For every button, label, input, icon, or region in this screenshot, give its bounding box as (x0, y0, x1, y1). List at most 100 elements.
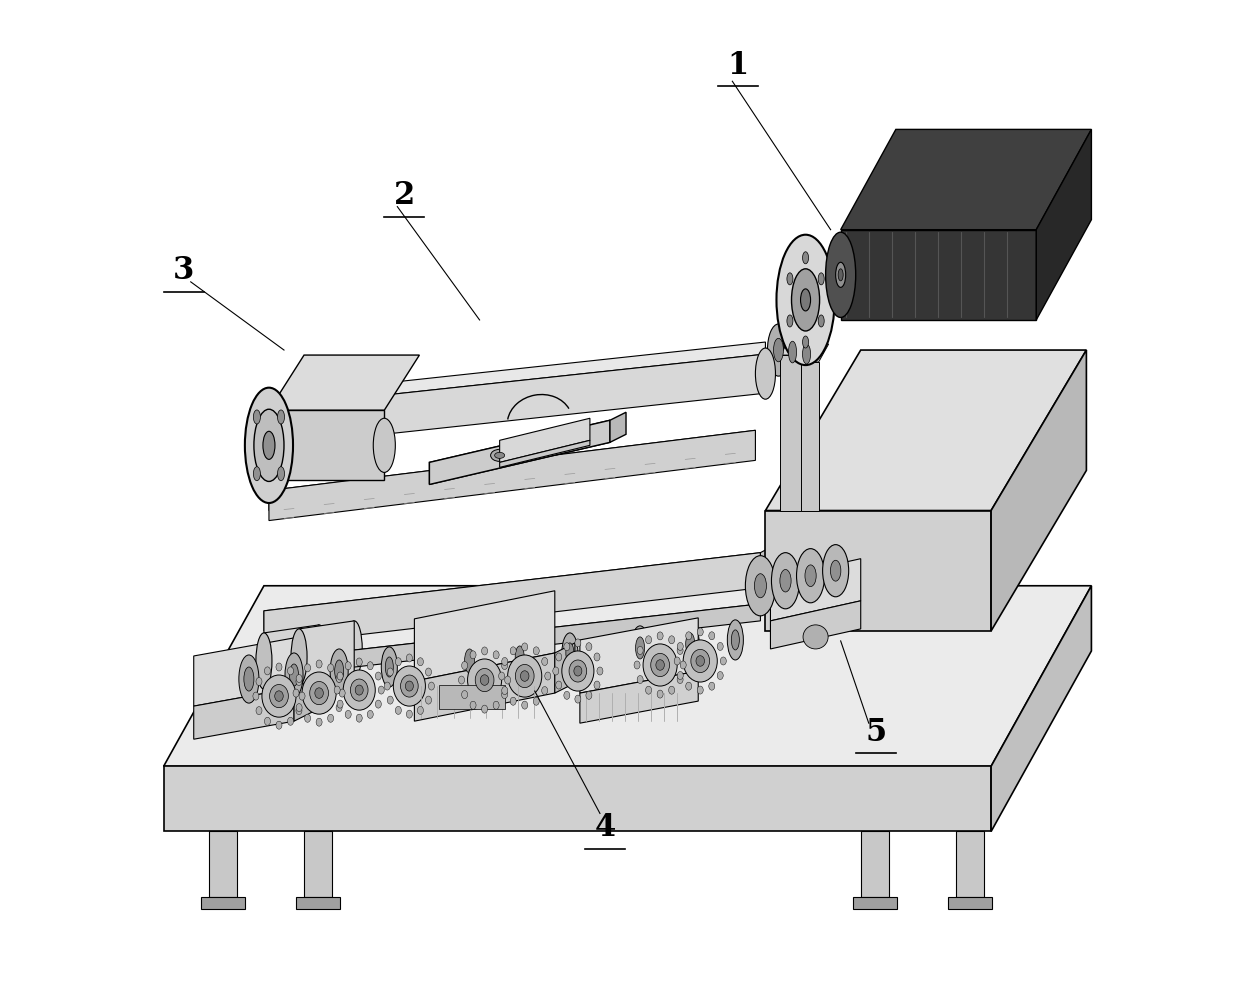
Polygon shape (770, 559, 861, 621)
Ellipse shape (293, 689, 299, 697)
Ellipse shape (405, 681, 413, 691)
Ellipse shape (244, 388, 293, 503)
Ellipse shape (787, 316, 792, 328)
Ellipse shape (668, 686, 675, 694)
Ellipse shape (564, 691, 570, 699)
Ellipse shape (296, 675, 303, 683)
Polygon shape (770, 601, 861, 649)
Ellipse shape (330, 649, 348, 693)
Ellipse shape (337, 700, 343, 708)
Ellipse shape (585, 691, 591, 699)
Ellipse shape (681, 622, 699, 666)
Polygon shape (294, 678, 314, 721)
Ellipse shape (565, 643, 574, 663)
Polygon shape (208, 832, 237, 897)
Ellipse shape (717, 671, 723, 679)
Ellipse shape (818, 274, 825, 286)
Ellipse shape (709, 682, 714, 690)
Ellipse shape (575, 639, 580, 647)
Ellipse shape (316, 660, 322, 668)
Ellipse shape (296, 707, 303, 715)
Ellipse shape (367, 710, 373, 718)
Ellipse shape (562, 633, 578, 673)
Ellipse shape (553, 667, 559, 675)
Ellipse shape (315, 688, 324, 698)
Ellipse shape (637, 647, 644, 655)
Polygon shape (500, 419, 590, 463)
Ellipse shape (396, 706, 402, 714)
Ellipse shape (275, 691, 283, 701)
Polygon shape (304, 832, 332, 897)
Ellipse shape (501, 661, 507, 669)
Ellipse shape (826, 233, 856, 319)
Ellipse shape (289, 664, 299, 686)
Polygon shape (164, 586, 1091, 767)
Ellipse shape (277, 663, 281, 671)
Ellipse shape (418, 706, 423, 714)
Polygon shape (956, 832, 985, 897)
Ellipse shape (253, 467, 260, 481)
Ellipse shape (459, 676, 465, 684)
Ellipse shape (407, 710, 413, 718)
Ellipse shape (732, 630, 739, 650)
Polygon shape (269, 411, 384, 481)
Ellipse shape (822, 545, 848, 597)
Ellipse shape (355, 685, 363, 695)
Ellipse shape (367, 662, 373, 670)
Ellipse shape (797, 333, 816, 377)
Ellipse shape (254, 410, 284, 482)
Ellipse shape (470, 651, 476, 659)
Ellipse shape (768, 325, 790, 377)
Ellipse shape (502, 657, 507, 665)
Polygon shape (765, 351, 1086, 511)
Polygon shape (841, 130, 1091, 230)
Ellipse shape (681, 661, 686, 669)
Polygon shape (374, 343, 765, 397)
Polygon shape (193, 688, 294, 739)
Ellipse shape (507, 655, 542, 697)
Ellipse shape (697, 628, 703, 636)
Ellipse shape (511, 635, 528, 679)
Ellipse shape (709, 632, 714, 640)
Ellipse shape (585, 643, 591, 651)
Ellipse shape (255, 677, 262, 685)
Ellipse shape (505, 676, 511, 684)
Ellipse shape (481, 647, 487, 655)
Ellipse shape (542, 687, 548, 695)
Ellipse shape (802, 253, 808, 265)
Polygon shape (164, 767, 991, 832)
Polygon shape (269, 356, 419, 411)
Ellipse shape (351, 679, 368, 701)
Ellipse shape (327, 714, 334, 722)
Ellipse shape (784, 329, 801, 377)
Polygon shape (213, 604, 760, 678)
Ellipse shape (345, 662, 351, 670)
Ellipse shape (791, 270, 820, 332)
Polygon shape (780, 356, 801, 511)
Ellipse shape (253, 411, 260, 425)
Ellipse shape (646, 686, 651, 694)
Polygon shape (991, 586, 1091, 832)
Ellipse shape (425, 668, 432, 676)
Ellipse shape (396, 658, 402, 666)
Ellipse shape (291, 629, 308, 685)
Ellipse shape (657, 632, 663, 640)
Ellipse shape (636, 637, 645, 659)
Ellipse shape (522, 701, 528, 709)
Ellipse shape (789, 342, 796, 364)
Polygon shape (264, 553, 760, 646)
Ellipse shape (498, 672, 505, 680)
Ellipse shape (634, 661, 640, 669)
Ellipse shape (717, 643, 723, 651)
Ellipse shape (787, 274, 792, 286)
Ellipse shape (480, 675, 489, 685)
Ellipse shape (461, 661, 467, 669)
Ellipse shape (836, 264, 846, 289)
Ellipse shape (720, 657, 727, 665)
Ellipse shape (502, 687, 507, 695)
Ellipse shape (387, 696, 393, 704)
Polygon shape (374, 355, 765, 436)
Ellipse shape (494, 701, 500, 709)
Ellipse shape (780, 570, 791, 592)
Ellipse shape (805, 565, 816, 587)
